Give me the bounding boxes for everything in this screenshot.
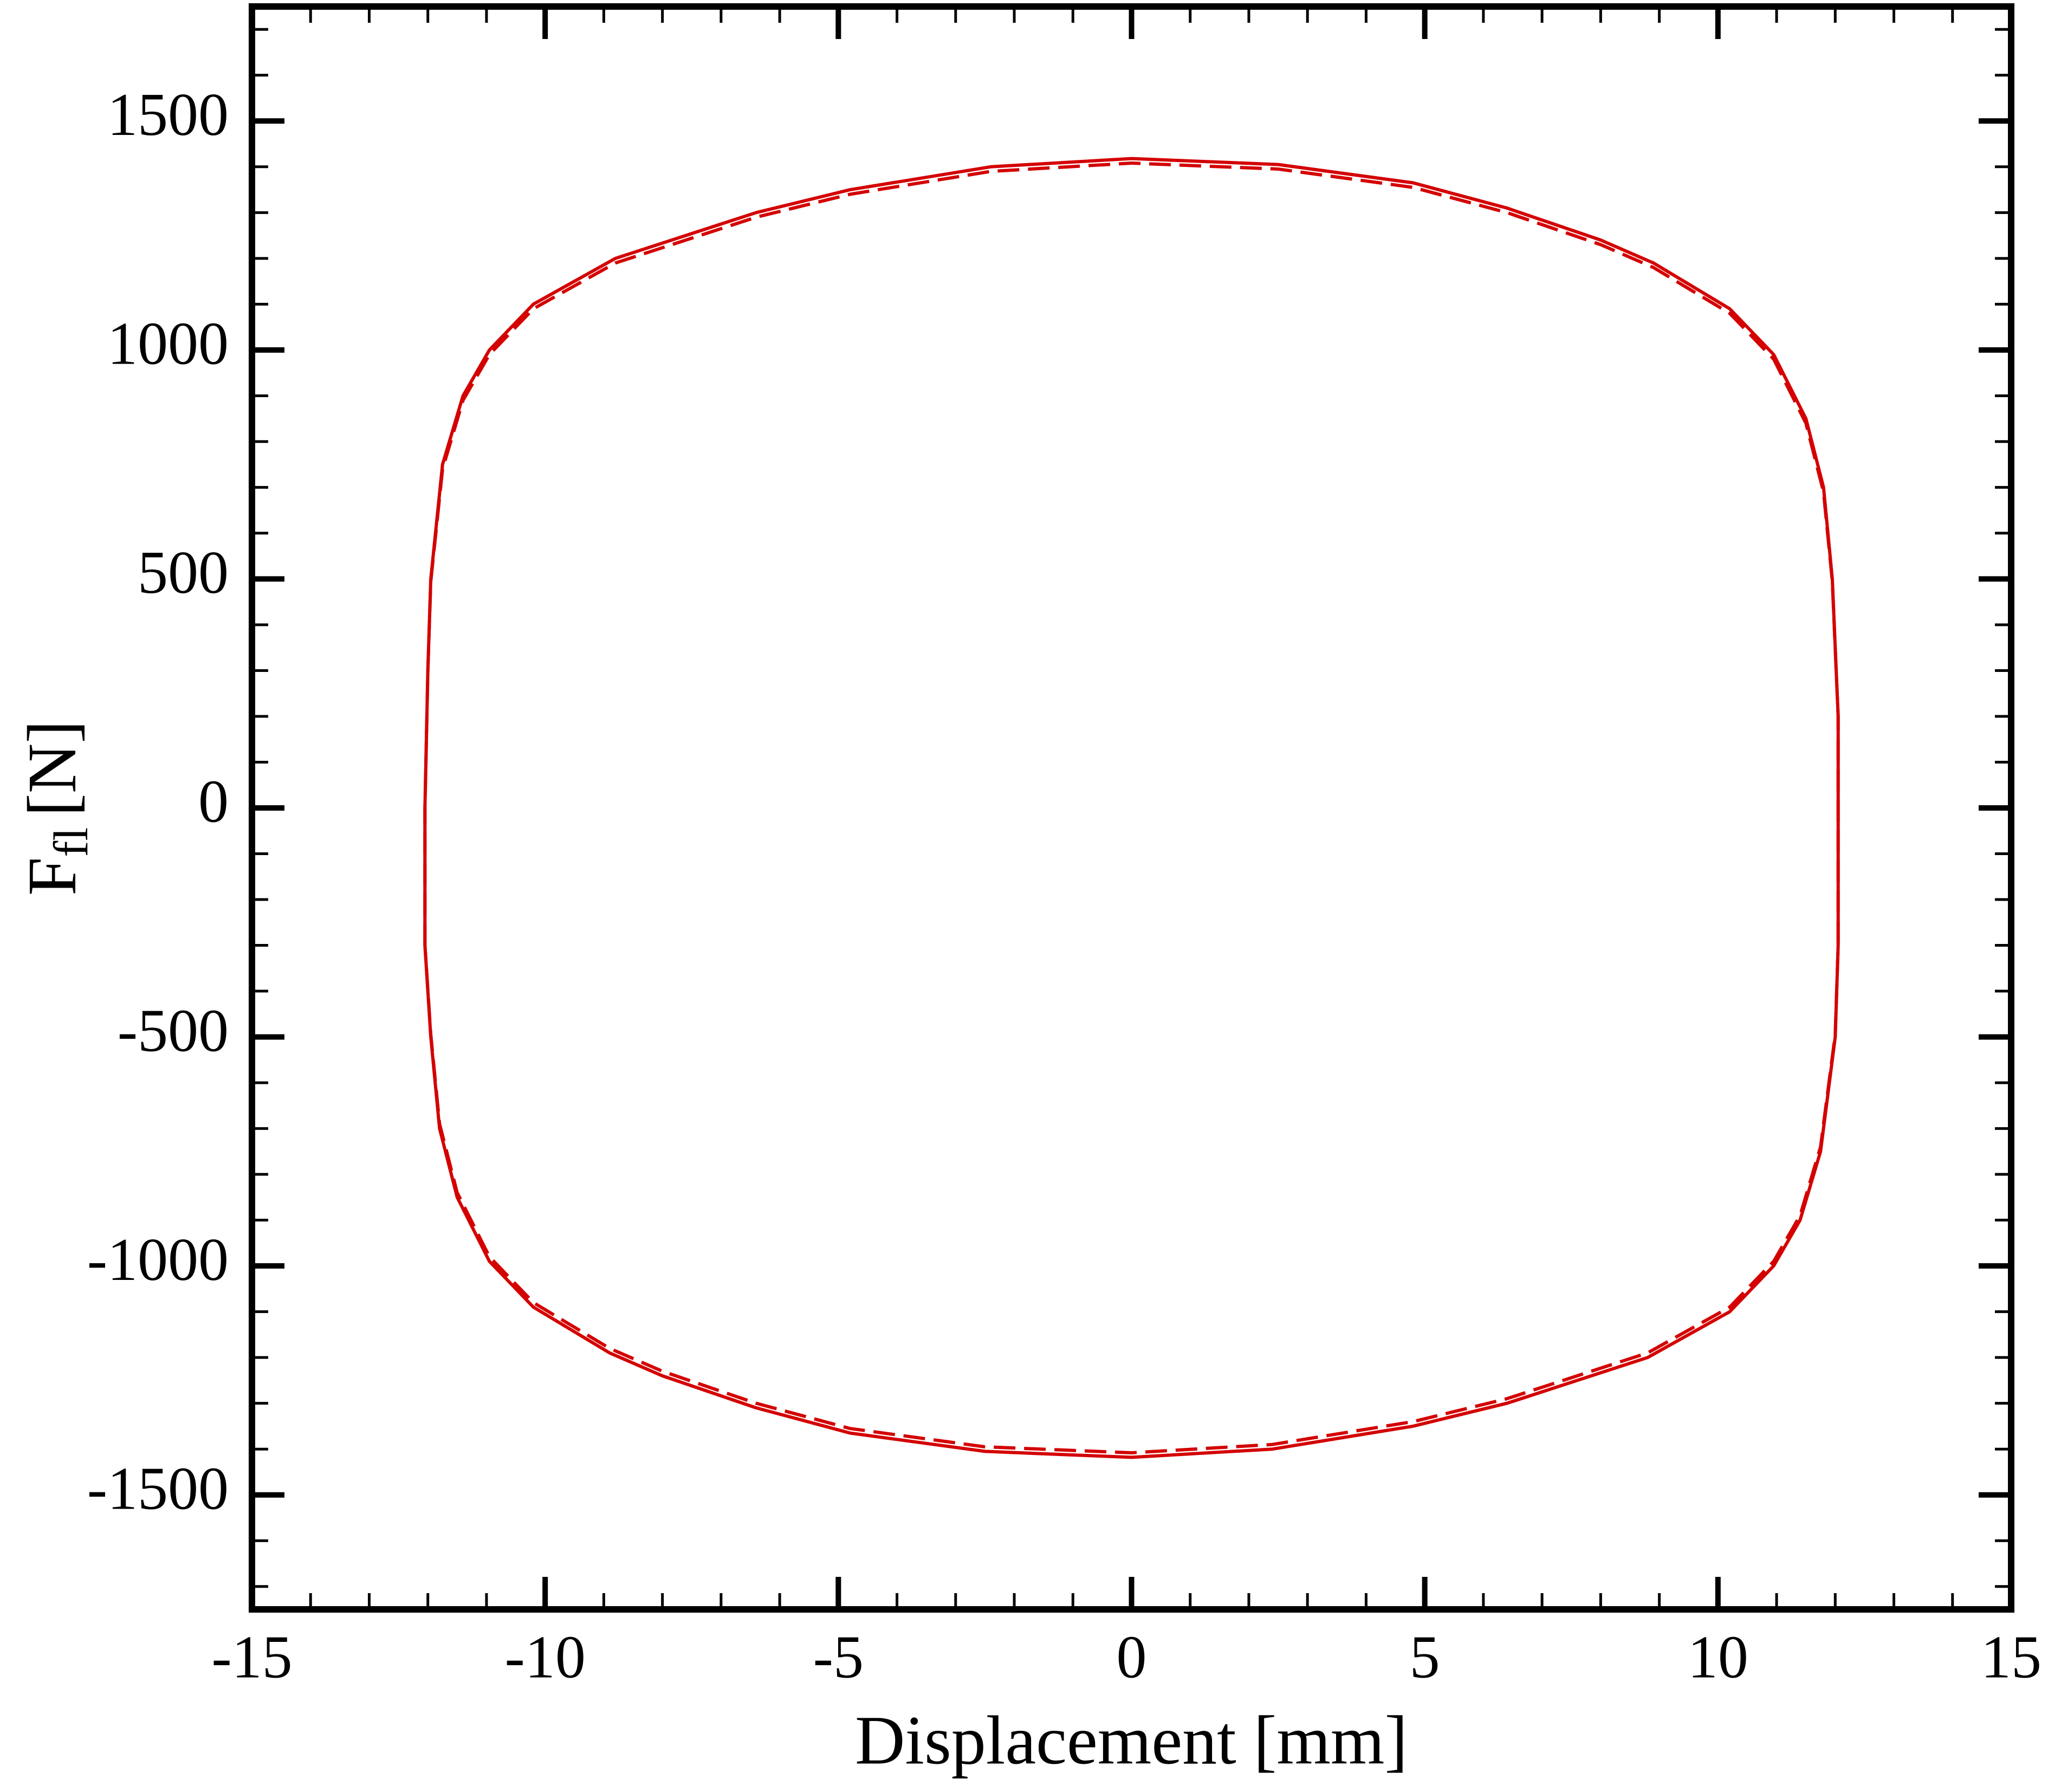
y-axis-label-sub: fl <box>44 827 98 857</box>
y-tick-label: 0 <box>198 768 229 836</box>
y-tick-label: 1500 <box>107 81 229 148</box>
y-axis-label-main: F <box>14 857 90 896</box>
x-tick-label: 10 <box>1688 1624 1748 1691</box>
y-tick-label: 500 <box>138 539 229 606</box>
x-tick-label: -15 <box>211 1624 292 1691</box>
y-tick-label: -500 <box>118 997 229 1064</box>
series-line <box>423 157 1840 1459</box>
x-axis-label: Displacement [mm] <box>855 1702 1408 1778</box>
plot-frame <box>249 3 2014 1613</box>
x-tick-label: 15 <box>1981 1624 2041 1691</box>
x-tick-label: -10 <box>505 1624 586 1691</box>
x-tick-label: -5 <box>813 1624 864 1691</box>
y-tick-label: -1500 <box>87 1455 229 1522</box>
y-axis-label: Ffl [N] <box>14 720 98 896</box>
series-line <box>423 161 1840 1454</box>
x-tick-label: 0 <box>1117 1624 1147 1691</box>
y-tick-label: -1000 <box>87 1226 229 1293</box>
y-axis-label-unit: [N] <box>14 720 90 817</box>
x-tick-label: 5 <box>1410 1624 1440 1691</box>
y-tick-label: 1000 <box>107 310 229 378</box>
